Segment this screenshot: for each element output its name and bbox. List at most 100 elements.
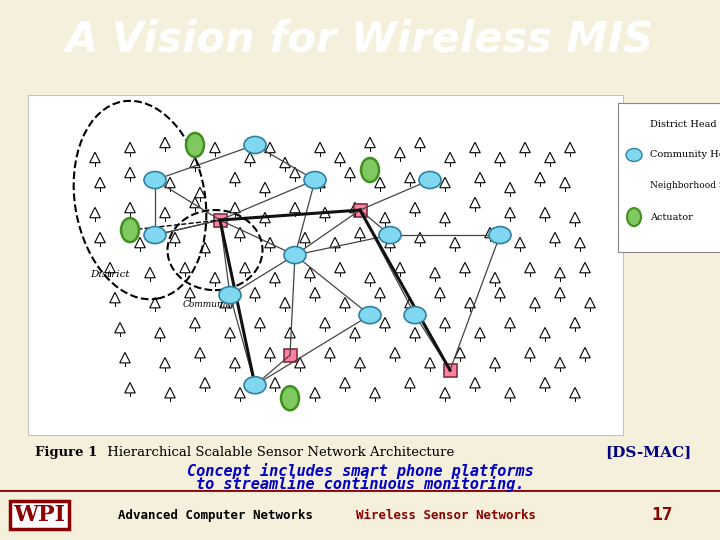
Polygon shape bbox=[165, 177, 175, 188]
Polygon shape bbox=[585, 298, 595, 308]
Ellipse shape bbox=[361, 158, 379, 182]
Polygon shape bbox=[280, 157, 290, 168]
Ellipse shape bbox=[419, 172, 441, 188]
Polygon shape bbox=[440, 388, 450, 398]
Polygon shape bbox=[370, 388, 380, 398]
Polygon shape bbox=[280, 298, 290, 308]
Text: Community: Community bbox=[183, 300, 235, 309]
Text: Actuator: Actuator bbox=[650, 213, 693, 221]
Polygon shape bbox=[495, 152, 505, 163]
Polygon shape bbox=[120, 353, 130, 363]
Text: to streamline continuous monitoring.: to streamline continuous monitoring. bbox=[196, 476, 524, 492]
Polygon shape bbox=[199, 242, 210, 253]
Polygon shape bbox=[135, 238, 145, 248]
Polygon shape bbox=[505, 388, 516, 398]
Polygon shape bbox=[540, 207, 550, 218]
Polygon shape bbox=[114, 322, 125, 333]
Polygon shape bbox=[395, 147, 405, 158]
Polygon shape bbox=[374, 287, 385, 298]
Polygon shape bbox=[460, 262, 470, 273]
Polygon shape bbox=[230, 172, 240, 183]
Polygon shape bbox=[440, 177, 450, 188]
Polygon shape bbox=[260, 183, 270, 193]
Polygon shape bbox=[554, 287, 565, 298]
Polygon shape bbox=[95, 177, 105, 188]
Polygon shape bbox=[230, 357, 240, 368]
Polygon shape bbox=[350, 202, 360, 213]
Polygon shape bbox=[335, 262, 346, 273]
Polygon shape bbox=[270, 377, 280, 388]
Polygon shape bbox=[415, 232, 426, 243]
Polygon shape bbox=[629, 177, 639, 188]
Polygon shape bbox=[469, 142, 480, 153]
Polygon shape bbox=[240, 262, 251, 273]
Polygon shape bbox=[355, 227, 365, 238]
Polygon shape bbox=[199, 377, 210, 388]
Polygon shape bbox=[469, 377, 480, 388]
Polygon shape bbox=[410, 327, 420, 338]
Polygon shape bbox=[505, 207, 516, 218]
Polygon shape bbox=[194, 187, 205, 198]
Polygon shape bbox=[554, 357, 565, 368]
Polygon shape bbox=[155, 327, 166, 338]
Polygon shape bbox=[564, 142, 575, 153]
Text: Concept includes smart phone platforms: Concept includes smart phone platforms bbox=[186, 463, 534, 480]
Bar bbox=[444, 364, 456, 377]
Polygon shape bbox=[109, 293, 120, 303]
Text: Figure 1: Figure 1 bbox=[35, 446, 97, 459]
Polygon shape bbox=[235, 227, 246, 238]
Ellipse shape bbox=[244, 137, 266, 153]
Polygon shape bbox=[455, 347, 465, 358]
Ellipse shape bbox=[379, 227, 401, 244]
Polygon shape bbox=[245, 152, 256, 163]
Polygon shape bbox=[550, 232, 560, 243]
Polygon shape bbox=[315, 177, 325, 188]
Polygon shape bbox=[150, 298, 161, 308]
Polygon shape bbox=[250, 287, 260, 298]
Polygon shape bbox=[450, 238, 460, 248]
Polygon shape bbox=[310, 287, 320, 298]
Polygon shape bbox=[300, 232, 310, 243]
Polygon shape bbox=[559, 177, 570, 188]
Ellipse shape bbox=[186, 133, 204, 157]
Polygon shape bbox=[515, 238, 526, 248]
Polygon shape bbox=[125, 142, 135, 153]
Polygon shape bbox=[570, 318, 580, 328]
Polygon shape bbox=[540, 377, 550, 388]
Polygon shape bbox=[440, 318, 450, 328]
Polygon shape bbox=[570, 212, 580, 223]
Polygon shape bbox=[525, 347, 535, 358]
Polygon shape bbox=[190, 197, 200, 208]
Polygon shape bbox=[220, 298, 230, 308]
Polygon shape bbox=[440, 212, 450, 223]
Polygon shape bbox=[230, 202, 240, 213]
Text: 17: 17 bbox=[652, 506, 673, 524]
Polygon shape bbox=[265, 238, 275, 248]
Polygon shape bbox=[180, 262, 190, 273]
Polygon shape bbox=[185, 287, 195, 298]
Polygon shape bbox=[289, 167, 300, 178]
Polygon shape bbox=[405, 172, 415, 183]
Bar bbox=[284, 349, 297, 362]
Polygon shape bbox=[495, 287, 505, 298]
Polygon shape bbox=[464, 298, 475, 308]
Text: District Head: District Head bbox=[650, 120, 716, 130]
Polygon shape bbox=[545, 152, 555, 163]
Polygon shape bbox=[530, 298, 540, 308]
Polygon shape bbox=[210, 142, 220, 153]
Polygon shape bbox=[340, 377, 350, 388]
Polygon shape bbox=[335, 152, 346, 163]
Polygon shape bbox=[235, 388, 246, 398]
Polygon shape bbox=[445, 152, 455, 163]
Ellipse shape bbox=[627, 208, 641, 226]
Polygon shape bbox=[379, 318, 390, 328]
Polygon shape bbox=[270, 272, 280, 283]
Polygon shape bbox=[315, 142, 325, 153]
Polygon shape bbox=[554, 267, 565, 278]
Polygon shape bbox=[505, 183, 516, 193]
Polygon shape bbox=[474, 172, 485, 183]
Polygon shape bbox=[570, 388, 580, 398]
Polygon shape bbox=[284, 327, 295, 338]
Polygon shape bbox=[390, 347, 400, 358]
Ellipse shape bbox=[359, 307, 381, 323]
